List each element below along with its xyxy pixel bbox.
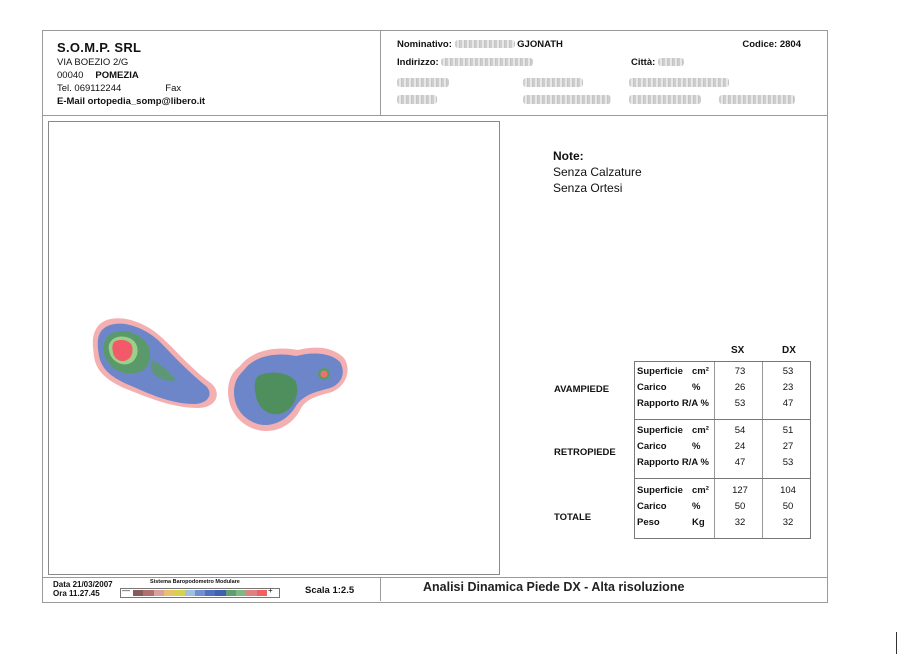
redacted-text bbox=[657, 58, 684, 67]
table-row: Carico% 50 50 bbox=[637, 501, 794, 512]
footer-datetime: Data 21/03/2007 Ora 11.27.45 bbox=[53, 580, 113, 598]
scale-title: Sistema Baropodometro Modulare bbox=[150, 579, 240, 585]
nominativo-value: GJONATH bbox=[517, 39, 563, 50]
footer-separator bbox=[380, 577, 381, 601]
group-box-totale: Superficie cm² 127 104 Carico% 50 50 Peso Kg… bbox=[634, 478, 811, 539]
citta-field: Città: bbox=[631, 57, 684, 68]
scale-swatch bbox=[236, 590, 247, 596]
column-header-dx: DX bbox=[782, 345, 796, 356]
rearfoot-print bbox=[228, 347, 348, 432]
scale-swatch bbox=[194, 590, 206, 596]
footer-date: Data 21/03/2007 bbox=[53, 580, 113, 589]
company-city-line: 00040 POMEZIA bbox=[57, 69, 205, 82]
redacted-text bbox=[523, 95, 611, 104]
header-separator bbox=[380, 30, 381, 115]
indirizzo-label: Indirizzo: bbox=[397, 57, 439, 68]
group-label-totale: TOTALE bbox=[554, 512, 592, 523]
scale-swatch bbox=[174, 590, 186, 596]
scale-swatch bbox=[215, 590, 227, 596]
company-address: VIA BOEZIO 2/G bbox=[57, 57, 129, 68]
citta-label: Città: bbox=[631, 57, 656, 68]
company-fax: Fax bbox=[165, 83, 182, 94]
table-row: Superficie cm² 54 51 bbox=[637, 425, 794, 436]
table-row: Rapporto R/A % 47 53 bbox=[637, 457, 794, 468]
table-row: Carico% 24 27 bbox=[637, 441, 794, 452]
company-email: E-Mail ortopedia_somp@libero.it bbox=[57, 96, 206, 107]
report-sheet bbox=[42, 30, 828, 603]
header-divider bbox=[42, 115, 827, 116]
redacted-text bbox=[441, 58, 534, 67]
notes-line-1: Senza Calzature bbox=[553, 165, 642, 179]
patient-address-row: Indirizzo: Città: bbox=[397, 57, 807, 75]
footer-divider bbox=[42, 577, 827, 578]
nominativo-label: Nominativo: bbox=[397, 39, 452, 50]
patient-name-row: Nominativo: GJONATH Codice: 2804 bbox=[397, 39, 807, 57]
codice: Codice: 2804 bbox=[742, 39, 801, 50]
scale-min-label: — bbox=[122, 586, 130, 595]
redacted-text bbox=[397, 78, 449, 87]
company-info: S.O.M.P. SRL VIA BOEZIO 2/G 00040 POMEZIA… bbox=[57, 40, 205, 108]
table-row: Rapporto R/A % 53 47 bbox=[637, 398, 794, 409]
scale-max-label: + bbox=[268, 586, 273, 595]
group-label-retropiede: RETROPIEDE bbox=[554, 447, 616, 458]
scale-ratio: Scala 1:2.5 bbox=[305, 585, 355, 596]
scan-edge-mark bbox=[896, 632, 897, 654]
company-city: POMEZIA bbox=[95, 70, 139, 81]
scale-swatch bbox=[225, 590, 237, 596]
table-row: Peso Kg 32 32 bbox=[637, 517, 794, 528]
notes-line-2: Senza Ortesi bbox=[553, 181, 623, 195]
group-label-avampiede: AVAMPIEDE bbox=[554, 384, 610, 395]
pressure-map bbox=[92, 318, 348, 432]
scale-swatch bbox=[246, 590, 258, 596]
scale-swatch bbox=[205, 590, 216, 596]
footer-time: Ora 11.27.45 bbox=[53, 589, 100, 598]
scale-swatch bbox=[143, 590, 155, 596]
scale-swatch bbox=[256, 590, 268, 596]
company-cap: 00040 bbox=[57, 70, 84, 81]
table-row: Carico% 26 23 bbox=[637, 382, 794, 393]
redacted-text bbox=[454, 40, 515, 49]
scale-swatch bbox=[184, 590, 196, 596]
column-header-sx: SX bbox=[731, 345, 745, 356]
redacted-text bbox=[629, 78, 729, 87]
redacted-text bbox=[523, 78, 583, 87]
redacted-text bbox=[719, 95, 795, 104]
redacted-text bbox=[397, 95, 437, 104]
patient-info: Nominativo: GJONATH Codice: 2804 Indiriz… bbox=[397, 39, 807, 75]
notes-title: Note: bbox=[553, 149, 584, 163]
table-row: Superficie cm² 73 53 bbox=[637, 366, 794, 377]
scale-swatch bbox=[163, 590, 175, 596]
redacted-text bbox=[629, 95, 701, 104]
company-tel: Tel. 069112244 bbox=[57, 83, 122, 94]
notes-block: Note: Senza Calzature Senza Ortesi bbox=[553, 148, 642, 196]
scale-swatch bbox=[153, 590, 165, 596]
forefoot-print bbox=[92, 318, 217, 408]
company-phone-line: Tel. 069112244 Fax bbox=[57, 82, 205, 95]
group-box-retropiede: Superficie cm² 54 51 Carico% 24 27 Rapporto… bbox=[634, 419, 811, 479]
group-box-avampiede: Superficie cm² 73 53 Carico% 26 23 Rapporto… bbox=[634, 361, 811, 420]
report-title: Analisi Dinamica Piede DX - Alta risoluz… bbox=[423, 580, 685, 594]
pressure-map-frame bbox=[48, 121, 500, 575]
company-name: S.O.M.P. SRL bbox=[57, 40, 142, 55]
scale-swatch bbox=[133, 590, 144, 596]
table-row: Superficie cm² 127 104 bbox=[637, 485, 796, 496]
pressure-color-scale bbox=[120, 588, 280, 598]
